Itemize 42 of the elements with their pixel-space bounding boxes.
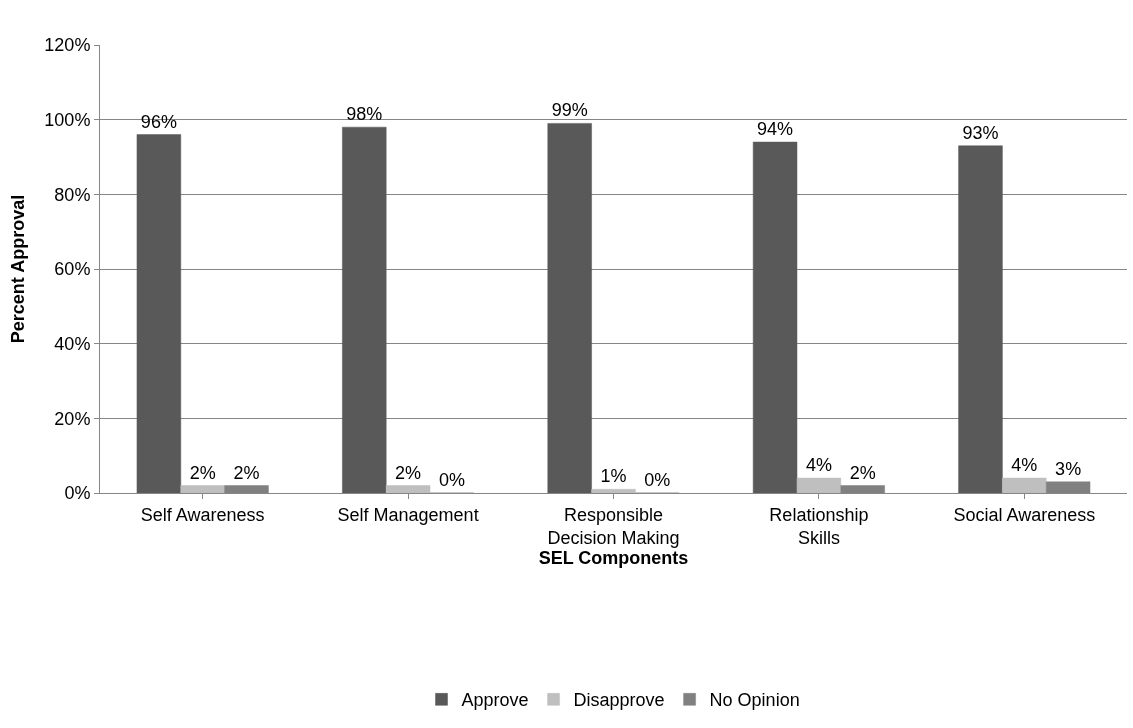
y-tick-label: 40% [54, 333, 91, 354]
bar [342, 126, 387, 493]
x-tick-label: Responsible Decision Making [547, 504, 680, 548]
x-tick-label: Self Awareness [140, 504, 265, 525]
data-label: 96% [140, 111, 177, 132]
y-tick-label: 60% [54, 259, 91, 280]
legend-label: No Opinion [709, 690, 800, 711]
data-label: 1% [600, 466, 627, 487]
bar [958, 145, 1003, 493]
data-label: 4% [805, 455, 832, 476]
legend-label: Disapprove [573, 690, 665, 711]
bar [136, 134, 182, 493]
y-tick-label: 120% [44, 35, 91, 56]
data-label: 99% [551, 100, 588, 121]
data-label: 2% [395, 462, 422, 483]
data-label: 4% [1011, 455, 1038, 476]
y-tick-label: 20% [54, 408, 91, 429]
y-axis-title: Percent Approval [7, 194, 28, 344]
y-tick-label: 80% [54, 184, 91, 205]
data-label: 3% [1055, 458, 1082, 479]
bar [385, 485, 431, 493]
bar [796, 477, 842, 493]
bar [547, 123, 592, 493]
data-label: 2% [233, 462, 260, 483]
data-label: 98% [346, 104, 383, 125]
y-tick-label: 0% [64, 483, 91, 504]
bar [591, 489, 636, 493]
x-tick-label: Social Awareness [953, 504, 1096, 525]
y-tick-label: 100% [44, 109, 91, 130]
data-label: 2% [189, 462, 216, 483]
bar [752, 141, 798, 493]
data-label: 0% [438, 470, 465, 490]
legend-label: Approve [461, 690, 529, 711]
data-label: 2% [849, 462, 876, 483]
x-tick-label: Relationship Skills [769, 504, 869, 548]
bar [180, 485, 225, 493]
x-axis-title: SEL Components [538, 548, 689, 568]
data-label: 94% [757, 119, 794, 140]
x-tick-label: Self Management [337, 504, 479, 525]
bar [1002, 477, 1047, 493]
data-label: 93% [962, 122, 999, 143]
data-label: 0% [644, 470, 671, 490]
